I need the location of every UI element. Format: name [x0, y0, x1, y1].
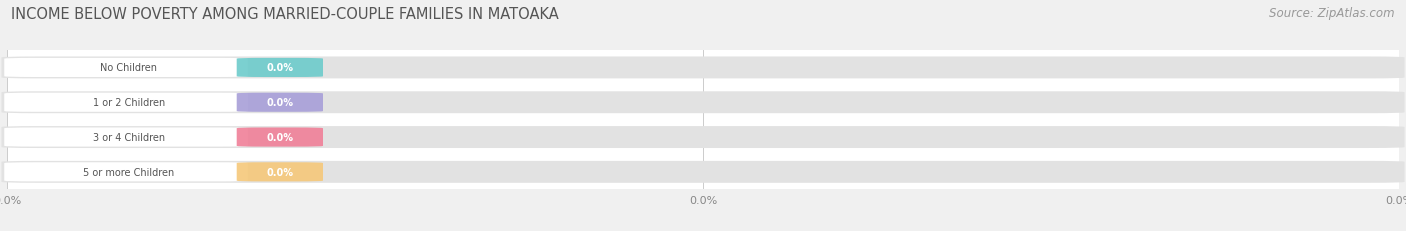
FancyBboxPatch shape	[4, 163, 247, 182]
Text: INCOME BELOW POVERTY AMONG MARRIED-COUPLE FAMILIES IN MATOAKA: INCOME BELOW POVERTY AMONG MARRIED-COUPL…	[11, 7, 560, 22]
FancyBboxPatch shape	[236, 59, 323, 78]
FancyBboxPatch shape	[236, 163, 323, 182]
Text: No Children: No Children	[100, 63, 157, 73]
Text: 0.0%: 0.0%	[266, 98, 294, 108]
FancyBboxPatch shape	[1, 57, 1405, 79]
Text: 5 or more Children: 5 or more Children	[83, 167, 174, 177]
FancyBboxPatch shape	[1, 127, 1405, 148]
FancyBboxPatch shape	[1, 92, 1405, 114]
Text: 3 or 4 Children: 3 or 4 Children	[93, 132, 165, 143]
FancyBboxPatch shape	[236, 128, 323, 147]
FancyBboxPatch shape	[236, 93, 323, 112]
Text: 1 or 2 Children: 1 or 2 Children	[93, 98, 165, 108]
Text: 0.0%: 0.0%	[266, 63, 294, 73]
FancyBboxPatch shape	[4, 128, 247, 147]
Text: 0.0%: 0.0%	[266, 132, 294, 143]
FancyBboxPatch shape	[4, 59, 247, 78]
FancyBboxPatch shape	[4, 93, 247, 112]
Text: 0.0%: 0.0%	[266, 167, 294, 177]
FancyBboxPatch shape	[1, 161, 1405, 183]
Text: Source: ZipAtlas.com: Source: ZipAtlas.com	[1270, 7, 1395, 20]
